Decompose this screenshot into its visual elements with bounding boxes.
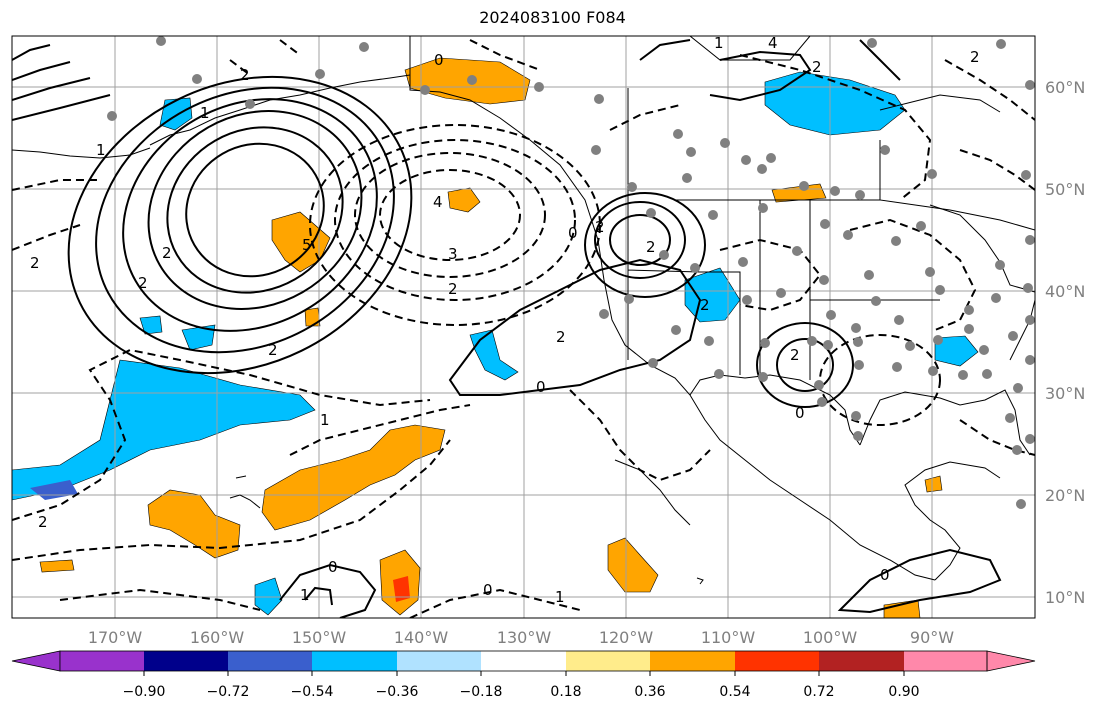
contour-label: 2 xyxy=(595,218,605,236)
contour-label: 2 xyxy=(30,254,40,272)
lon-label: 90°W xyxy=(910,628,954,647)
map-frame xyxy=(11,35,1036,619)
graticule xyxy=(12,36,1035,618)
colorbar-segment xyxy=(228,651,312,671)
lat-label: 30°N xyxy=(1045,384,1085,403)
colorbar-tick: 0.90 xyxy=(888,684,919,700)
latitude-labels: 60°N 50°N 40°N 30°N 20°N 10°N xyxy=(1045,78,1085,607)
contour-label: 2 xyxy=(162,244,172,262)
contour-label: 0 xyxy=(434,51,444,69)
contour-label: 4 xyxy=(768,34,778,52)
colorbar-tick: 0.72 xyxy=(803,684,834,700)
contours xyxy=(12,39,1035,618)
longitude-labels: 170°W 160°W 150°W 140°W 130°W 120°W 110°… xyxy=(88,628,954,647)
colorbar-segment xyxy=(481,651,566,671)
contour-label: 2 xyxy=(240,66,250,84)
lon-label: 120°W xyxy=(599,628,654,647)
lat-label: 50°N xyxy=(1045,180,1085,199)
colorbar-extend-high xyxy=(986,650,1036,672)
orange-region xyxy=(39,559,75,573)
colorbar-tick: −0.90 xyxy=(123,684,166,700)
colorbar: −0.90 −0.72 −0.54 −0.36 −0.18 0.18 0.36 … xyxy=(11,650,1036,700)
contour-label: 3 xyxy=(448,245,458,263)
contour-labels: 0 4 2 1 2 2 5 2 4 3 2 2 1 0 2 2 0 2 2 2 … xyxy=(30,34,980,606)
contour-label: 1 xyxy=(300,586,310,604)
map-title: 2024083100 F084 xyxy=(479,8,626,27)
colorbar-segment xyxy=(904,651,987,671)
colorbar-segment xyxy=(650,651,735,671)
lat-label: 40°N xyxy=(1045,282,1085,301)
contour-label: 2 xyxy=(138,274,148,292)
colorbar-tick: −0.36 xyxy=(376,684,419,700)
colorbar-segment xyxy=(735,651,819,671)
blue-region xyxy=(139,315,163,335)
red-region xyxy=(393,576,410,602)
contour-label: 2 xyxy=(268,341,278,359)
contour-label: 0 xyxy=(880,566,890,584)
orange-region xyxy=(271,211,331,273)
lon-label: 110°W xyxy=(701,628,756,647)
lat-label: 10°N xyxy=(1045,588,1085,607)
lat-label: 60°N xyxy=(1045,78,1085,97)
contour-label: 0 xyxy=(568,224,578,242)
coastlines xyxy=(12,36,1035,585)
contour-label: 5 xyxy=(302,236,312,254)
colorbar-tick: −0.18 xyxy=(460,684,503,700)
orange-region xyxy=(924,475,943,493)
colorbar-segment xyxy=(312,651,397,671)
contour-label: 0 xyxy=(483,581,493,599)
orange-region xyxy=(304,307,321,327)
contour-label: 1 xyxy=(320,411,330,429)
colorbar-segment xyxy=(144,651,228,671)
contour-label: 0 xyxy=(795,404,805,422)
orange-region xyxy=(607,537,659,593)
contour-label: 2 xyxy=(970,48,980,66)
colorbar-tick: −0.72 xyxy=(207,684,250,700)
orange-region xyxy=(261,424,446,531)
lat-label: 20°N xyxy=(1045,486,1085,505)
blue-region xyxy=(764,71,906,136)
contour-label: 2 xyxy=(556,328,566,346)
blue-region xyxy=(934,335,979,367)
lon-label: 130°W xyxy=(497,628,552,647)
contour-label: 1 xyxy=(200,104,210,122)
colorbar-tick: −0.54 xyxy=(291,684,334,700)
blue-region xyxy=(159,97,193,131)
colorbar-tick: 0.54 xyxy=(719,684,750,700)
lon-label: 160°W xyxy=(190,628,245,647)
colorbar-tick: 0.36 xyxy=(634,684,665,700)
contour-label: 2 xyxy=(646,238,656,256)
blue-region xyxy=(12,359,316,501)
colorbar-segment xyxy=(819,651,904,671)
contour-label: 2 xyxy=(812,58,822,76)
blue-region xyxy=(181,324,216,351)
colorbar-extend-low xyxy=(11,650,61,672)
contour-label: 1 xyxy=(555,588,565,606)
colorbar-segment xyxy=(60,651,144,671)
contour-label: 4 xyxy=(433,193,443,211)
lon-label: 170°W xyxy=(88,628,143,647)
contour-label: 2 xyxy=(448,280,458,298)
lon-label: 150°W xyxy=(292,628,347,647)
orange-region xyxy=(883,599,921,618)
contour-label: 1 xyxy=(714,34,724,52)
contour-label: 2 xyxy=(700,296,710,314)
colorbar-segment xyxy=(397,651,481,671)
lon-label: 100°W xyxy=(803,628,858,647)
lon-label: 140°W xyxy=(394,628,449,647)
contour-label: 2 xyxy=(38,513,48,531)
colorbar-tick: 0.18 xyxy=(550,684,581,700)
contour-label: 0 xyxy=(536,378,546,396)
contour-label: 1 xyxy=(96,141,106,159)
contour-label: 0 xyxy=(328,558,338,576)
station-markers xyxy=(107,36,1035,509)
colorbar-segment xyxy=(566,651,650,671)
contour-label: 2 xyxy=(790,346,800,364)
blue-region xyxy=(469,329,519,381)
